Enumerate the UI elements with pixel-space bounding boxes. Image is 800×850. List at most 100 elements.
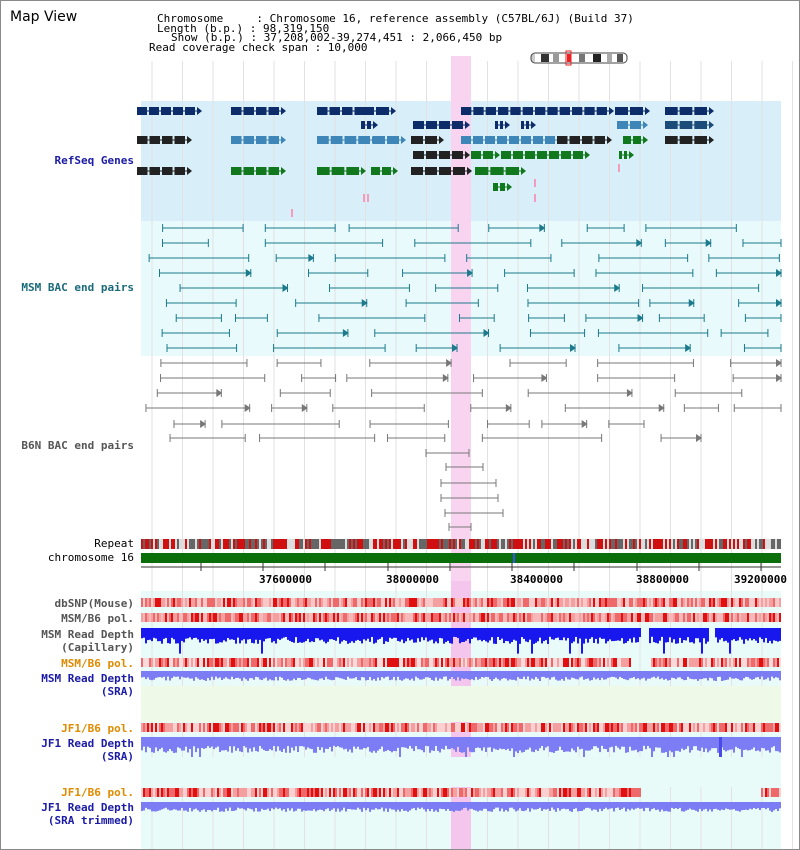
msm-pol-sra-cell: [745, 658, 747, 667]
jf1-trim-depth-bar: [173, 802, 175, 810]
jf1-depth-bar: [349, 737, 351, 750]
msm-sra-depth-bar: [537, 671, 539, 679]
jf1-depth-bar: [281, 737, 283, 752]
jf1-pol-trim-cell: [557, 788, 559, 797]
msm-sra-depth-bar: [243, 671, 245, 678]
jf1-trim-depth-bar: [693, 802, 695, 810]
jf1-depth-bar: [211, 737, 213, 747]
msm-depth-bar: [741, 628, 743, 640]
msm-depth-bar: [239, 628, 241, 644]
msm-sra-depth-bar: [183, 671, 185, 678]
jf1-depth-bar: [415, 737, 417, 747]
jf1-pol-cell: [483, 723, 485, 732]
repeat-element: [503, 539, 505, 549]
msm-pol-sra-cell: [439, 658, 441, 667]
dbsnp-cell: [175, 598, 177, 607]
msm-sra-depth-bar: [623, 671, 625, 679]
msm-sra-depth-bar: [613, 671, 615, 677]
msm-pol-cell: [249, 613, 251, 622]
jf1-trim-depth-bar: [623, 802, 625, 808]
dbsnp-cell: [651, 598, 653, 607]
dbsnp-cell: [343, 598, 345, 607]
dbsnp-cell: [559, 598, 561, 607]
jf1-depth-bar: [599, 737, 601, 753]
dbsnp-cell: [265, 598, 267, 607]
jf1-pol-trim-cell: [235, 788, 237, 797]
repeat-element: [545, 539, 547, 549]
msm-pol-sra-cell: [435, 658, 437, 667]
msm-pol-sra-cell: [603, 658, 605, 667]
jf1-depth-bar: [377, 737, 379, 751]
jf1-pol-trim-cell: [167, 788, 169, 797]
gene-exon: [535, 107, 546, 115]
axis-tick-label: 37600000: [259, 573, 312, 586]
msm-pol-sra-cell: [761, 658, 763, 667]
jf1-depth-bar: [583, 737, 585, 763]
jf1-pol-trim-cell: [771, 788, 773, 797]
jf1-pol-cell: [449, 723, 451, 732]
msm-pol-sra-cell: [605, 658, 607, 667]
msm-pol-sra-cell: [191, 658, 193, 667]
msm-sra-depth-bar: [365, 671, 367, 681]
msm-pol-cell: [221, 613, 223, 622]
jf1-depth-bar: [405, 737, 407, 748]
repeat-element: [353, 539, 355, 549]
dbsnp-cell: [597, 598, 599, 607]
jf1-trim-depth-bar: [395, 802, 397, 812]
gene-arrow: [709, 107, 714, 115]
dbsnp-cell: [239, 598, 241, 607]
dbsnp-cell: [467, 598, 469, 607]
msm-depth-bar: [705, 628, 707, 644]
repeat-element: [367, 539, 369, 549]
jf1-pol-trim-cell: [473, 788, 475, 797]
jf1-depth-bar: [569, 737, 571, 752]
jf1-pol-cell: [245, 723, 247, 732]
jf1-trim-depth-bar: [725, 802, 727, 809]
dbsnp-cell: [615, 598, 617, 607]
msm-depth-bar: [413, 628, 415, 643]
jf1-pol-trim-cell: [523, 788, 525, 797]
dbsnp-label: dbSNP(Mouse): [54, 597, 134, 610]
jf1-depth-bar: [283, 737, 285, 749]
jf1-depth-bar: [147, 737, 149, 747]
jf1-pol-trim-cell: [271, 788, 273, 797]
jf1-depth-bar: [639, 737, 641, 752]
jf1-pol-trim-cell: [315, 788, 317, 797]
jf1-trim-depth-bar: [569, 802, 571, 812]
msm-pol-cell: [299, 613, 301, 622]
jf1-pol-trim-cell: [329, 788, 331, 797]
dbsnp-cell: [399, 598, 401, 607]
msm-depth-bar: [727, 628, 729, 643]
jf1-trim-depth-bar: [201, 802, 203, 811]
msm-depth-bar: [487, 628, 489, 643]
jf1-depth-bar: [593, 737, 595, 747]
refseq-mark: [367, 194, 369, 202]
msm-pol-cell: [427, 613, 429, 622]
msm-pol-cell: [499, 613, 501, 622]
msm-pol-sra-cell: [537, 658, 539, 667]
msm-depth-bar: [341, 628, 343, 642]
msm-pol-sra-cell: [563, 658, 565, 667]
msm-pol-sra-cell: [625, 658, 627, 667]
jf1-pol-cell: [533, 723, 535, 732]
repeat-element: [199, 539, 201, 549]
dbsnp-cell: [267, 598, 269, 607]
msm-pol-cell: [245, 613, 247, 622]
msm-pol-sra-cell: [271, 658, 273, 667]
dbsnp-cell: [295, 598, 297, 607]
jf1-pol-trim-cell: [623, 788, 625, 797]
msm-pol-sra-cell: [525, 658, 527, 667]
jf1-depth-bar: [655, 737, 657, 748]
msm-pol-cell: [217, 613, 219, 622]
jf1-pol-cell: [265, 723, 267, 732]
msm-sra-depth-bar: [477, 671, 479, 680]
jf1-pol-cell: [415, 723, 417, 732]
jf1-depth-bar: [627, 737, 629, 753]
msm-pol-cell: [187, 613, 189, 622]
jf1-pol-trim-cell: [189, 788, 191, 797]
gene-exon: [665, 136, 678, 144]
gene-arrow: [507, 183, 512, 191]
gene-exon: [413, 121, 424, 129]
msm-depth-bar: [591, 628, 593, 638]
